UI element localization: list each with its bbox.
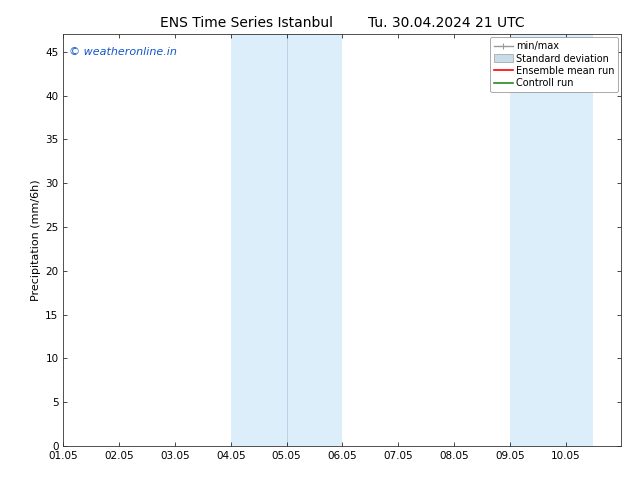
Legend: min/max, Standard deviation, Ensemble mean run, Controll run: min/max, Standard deviation, Ensemble me… (489, 37, 618, 92)
Bar (510, 34, 593, 446)
Y-axis label: Precipitation (mm/6h): Precipitation (mm/6h) (31, 179, 41, 301)
Title: ENS Time Series Istanbul        Tu. 30.04.2024 21 UTC: ENS Time Series Istanbul Tu. 30.04.2024 … (160, 16, 525, 30)
Text: © weatheronline.in: © weatheronline.in (69, 47, 177, 57)
Bar (231, 34, 342, 446)
